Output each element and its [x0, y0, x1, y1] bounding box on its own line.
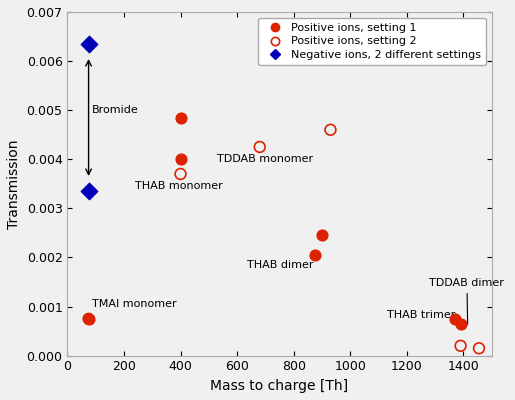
Text: TDDAB dimer: TDDAB dimer	[430, 278, 504, 324]
Text: TDDAB monomer: TDDAB monomer	[217, 154, 314, 164]
Text: THAB monomer: THAB monomer	[135, 181, 223, 191]
Point	[456, 343, 465, 349]
Point	[255, 144, 264, 150]
Text: TMAI monomer: TMAI monomer	[92, 299, 177, 309]
Point	[84, 41, 93, 47]
Point	[456, 320, 465, 327]
Point	[451, 316, 459, 322]
Text: THAB trimer: THAB trimer	[387, 310, 455, 320]
Point	[177, 114, 185, 121]
X-axis label: Mass to charge [Th]: Mass to charge [Th]	[211, 379, 349, 393]
Point	[177, 156, 185, 162]
Text: Bromide: Bromide	[92, 105, 139, 115]
Text: THAB dimer: THAB dimer	[247, 260, 314, 270]
Legend: Positive ions, setting 1, Positive ions, setting 2, Negative ions, 2 different s: Positive ions, setting 1, Positive ions,…	[259, 18, 486, 65]
Point	[84, 188, 93, 194]
Point	[84, 316, 93, 322]
Point	[318, 232, 326, 238]
Point	[177, 171, 185, 177]
Point	[84, 316, 93, 322]
Point	[475, 345, 483, 352]
Y-axis label: Transmission: Transmission	[7, 139, 21, 228]
Point	[327, 126, 335, 133]
Point	[311, 252, 319, 258]
